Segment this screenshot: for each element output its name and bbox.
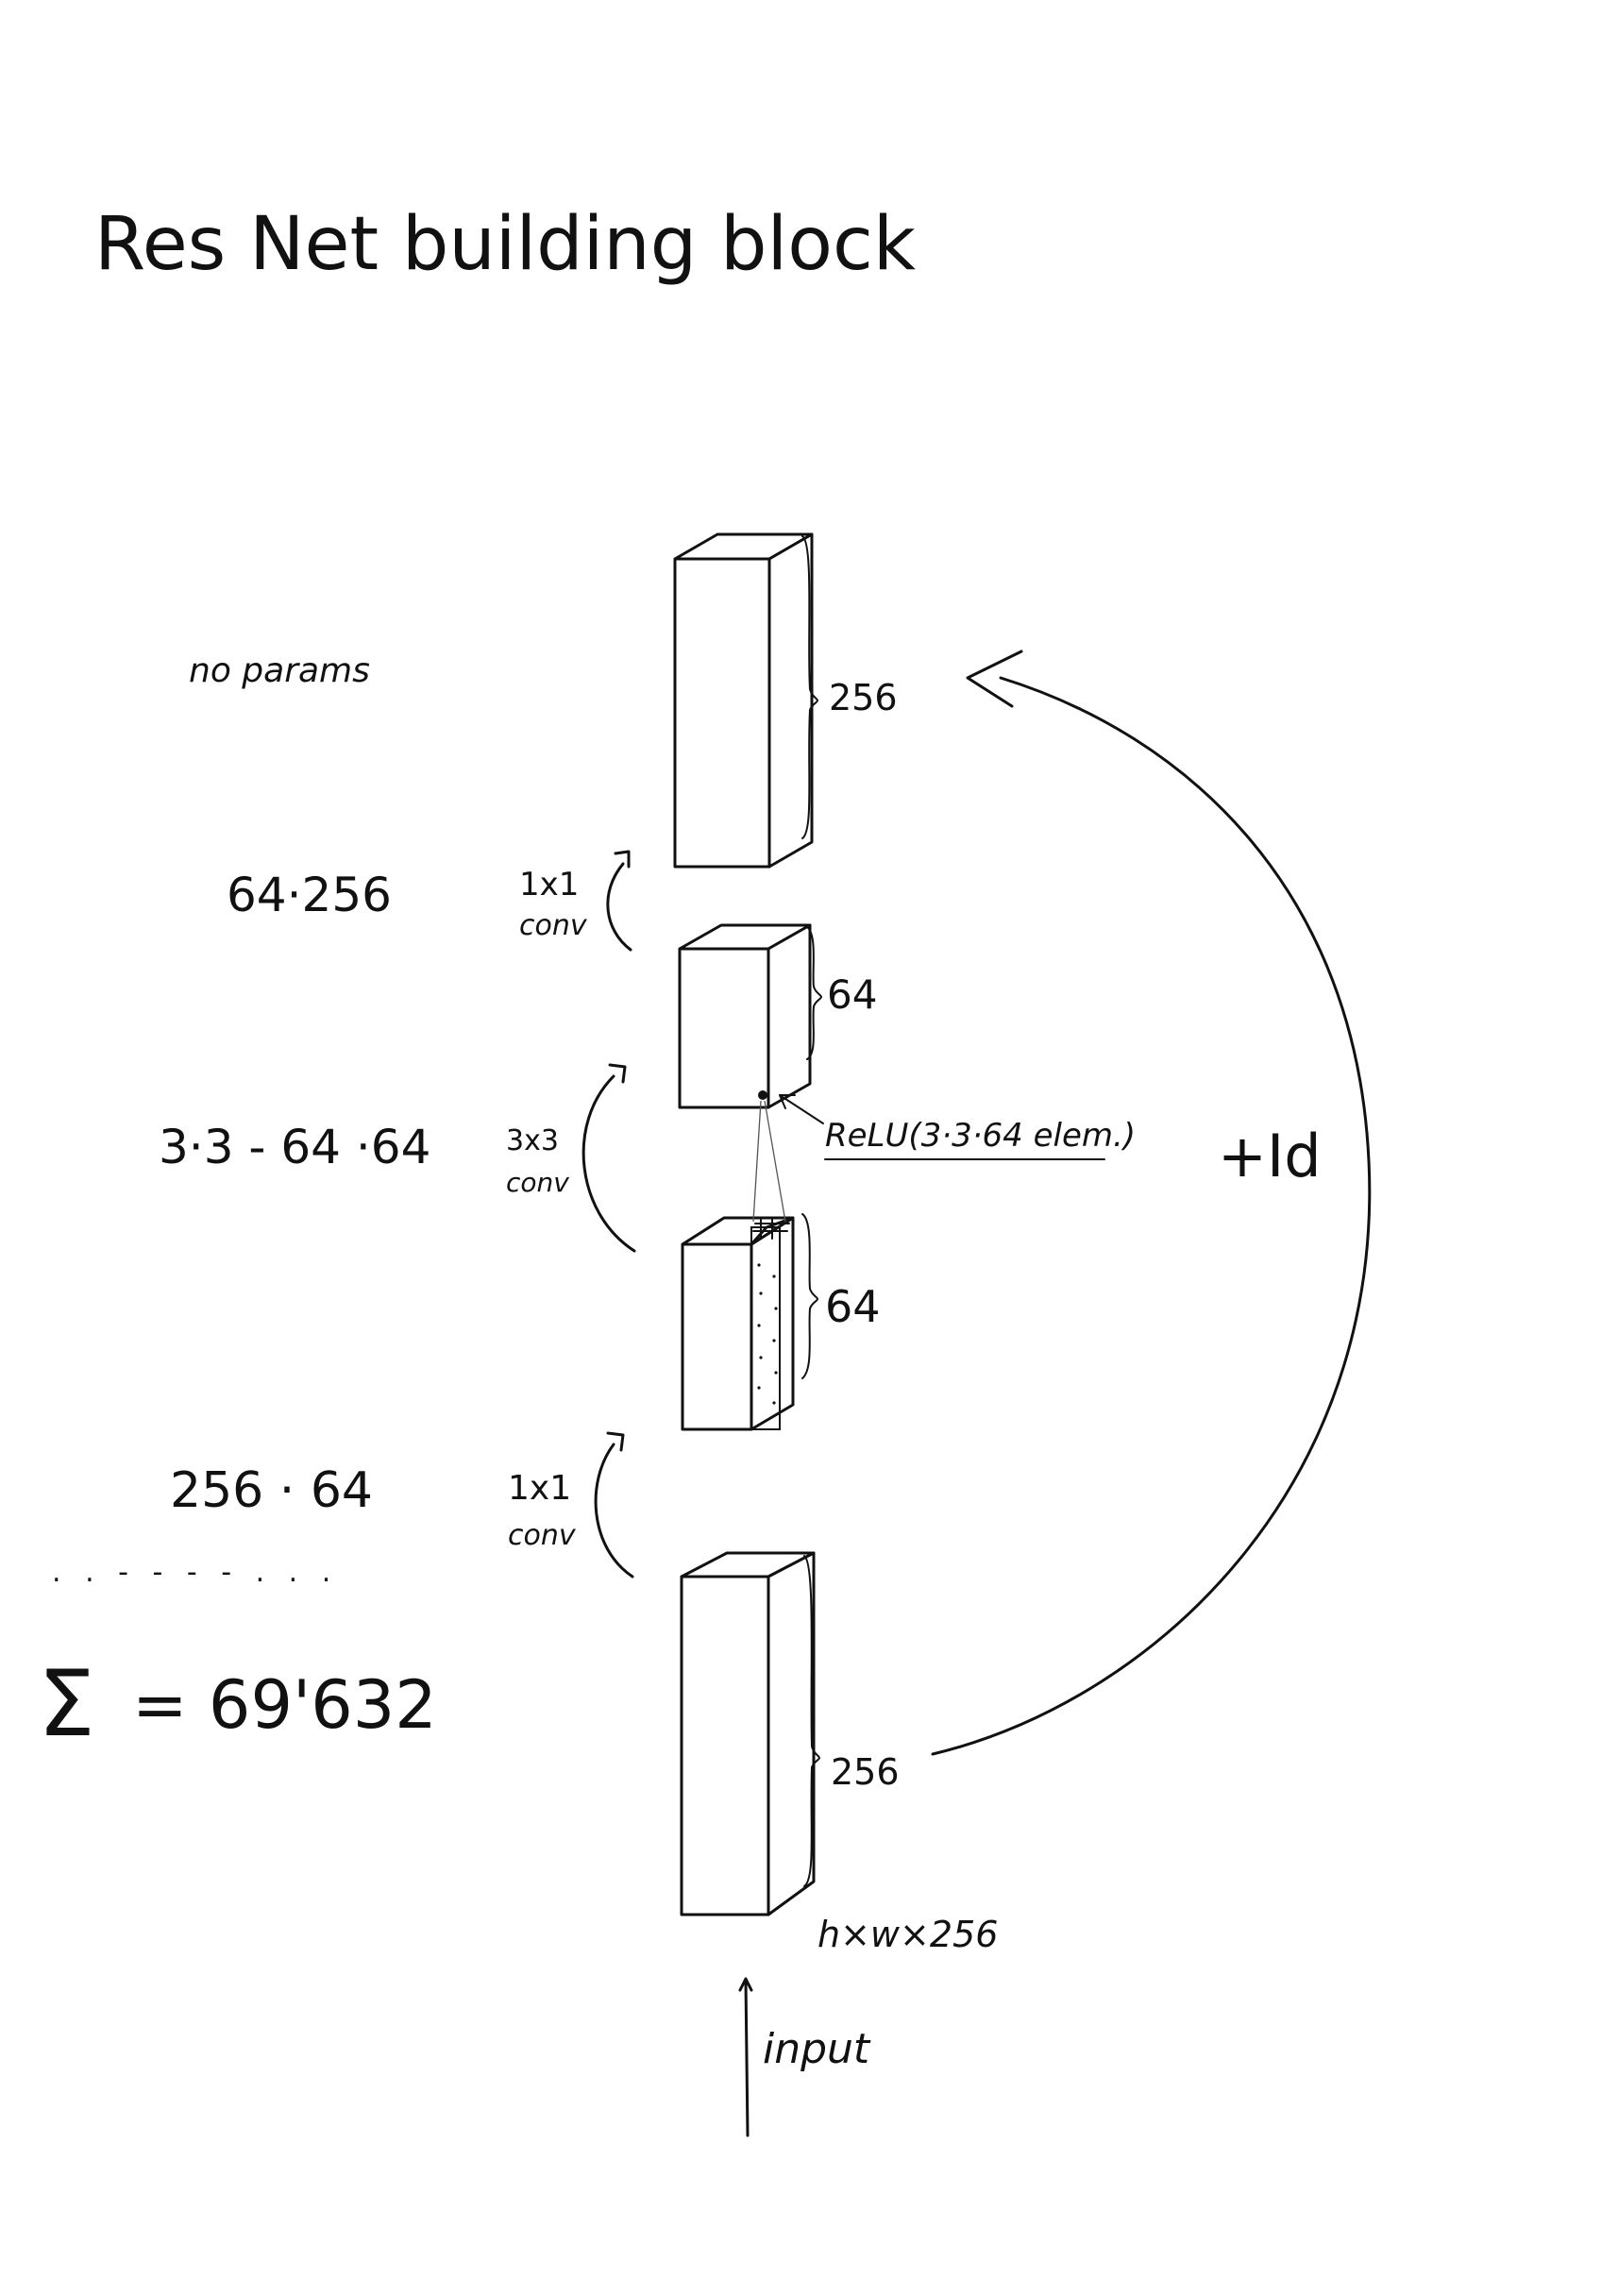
params-separator: . . - - - - . . . <box>52 1556 338 1589</box>
block-mid-lower-brace <box>801 1213 818 1379</box>
identity-arc <box>931 676 1372 1756</box>
block-bottom: 256 <box>680 1551 900 1916</box>
conv3x3-arrow <box>581 1074 636 1253</box>
input-arrow <box>738 1977 753 2137</box>
layer-conv1x1-bottom: 1x1 conv <box>508 1431 634 1578</box>
conv3x3-label-line1: 3x3 <box>506 1124 559 1157</box>
conv3x3-arrowhead-icon <box>608 1063 627 1084</box>
receptive-field-grid <box>752 1217 790 1240</box>
layer-conv3x3: 3x3 conv <box>506 1063 636 1253</box>
relu-output-point <box>758 1090 767 1100</box>
receptive-field-column <box>750 1226 781 1430</box>
conv1x1-top-arrowhead-icon <box>614 850 631 869</box>
conv1x1-bottom-label-line1: 1x1 <box>508 1469 571 1508</box>
block-mid-lower-side-face <box>750 1216 795 1431</box>
block-mid-upper-channels: 64 <box>827 971 877 1018</box>
block-mid-upper-side-face <box>767 923 812 1109</box>
block-mid-lower: 64 <box>681 1100 881 1431</box>
params-none: no params <box>189 651 370 690</box>
input-label: input <box>763 2025 871 2073</box>
input-arrow-shaft <box>744 1979 750 2137</box>
block-top-front-face <box>673 557 771 869</box>
diagram-title: Res Net building block <box>94 202 916 287</box>
input-arrowhead-icon <box>738 1977 753 1992</box>
conv1x1-bottom-arrow <box>594 1443 634 1578</box>
input-shape-label: h×w×256 <box>817 1914 998 1955</box>
block-top-channels: 256 <box>829 677 898 718</box>
block-top: 256 <box>673 532 898 869</box>
identity-label: +Id <box>1218 1122 1322 1190</box>
identity-arrowhead-icon <box>966 650 1023 708</box>
block-bottom-brace <box>803 1555 820 1887</box>
block-bottom-front-face <box>680 1575 770 1916</box>
params-sum-value: = 69'632 <box>132 1666 437 1744</box>
block-mid-lower-front-face <box>681 1242 753 1431</box>
conv3x3-label-line2: conv <box>506 1167 569 1198</box>
block-top-side-face <box>767 532 814 869</box>
params-conv1x1-top: 64·256 <box>227 868 392 922</box>
block-mid-lower-channels: 64 <box>825 1281 881 1332</box>
projection-line-right <box>764 1100 786 1223</box>
block-top-brace <box>801 535 818 839</box>
conv1x1-top-label-line2: conv <box>519 909 588 942</box>
relu-pointer-line <box>779 1094 824 1124</box>
layer-conv1x1-top: 1x1 conv <box>519 850 632 952</box>
params-conv3x3: 3·3 - 64 ·64 <box>159 1120 430 1174</box>
identity-connection: +Id <box>931 650 1372 1756</box>
projection-line-left <box>752 1100 762 1223</box>
block-mid-upper-brace <box>806 926 822 1060</box>
conv1x1-bottom-label-line2: conv <box>508 1519 577 1552</box>
conv1x1-top-label-line1: 1x1 <box>519 866 579 903</box>
block-bottom-channels: 256 <box>831 1751 900 1793</box>
relu-pointer-arrowhead-icon <box>779 1094 796 1109</box>
block-mid-upper-front-face <box>678 947 770 1109</box>
params-conv1x1-bottom: 256 · 64 <box>170 1462 373 1519</box>
block-mid-upper: 64 <box>678 923 877 1109</box>
receptive-field-dots <box>757 1263 778 1405</box>
conv1x1-top-arrow <box>606 862 632 952</box>
block-bottom-side-face <box>767 1551 816 1916</box>
relu-label: ReLU(3·3·64 elem.) <box>825 1117 1136 1155</box>
relu-annotation: ReLU(3·3·64 elem.) <box>779 1094 1136 1160</box>
conv1x1-bottom-arrowhead-icon <box>606 1431 625 1452</box>
params-sum-symbol: Σ <box>38 1651 95 1757</box>
